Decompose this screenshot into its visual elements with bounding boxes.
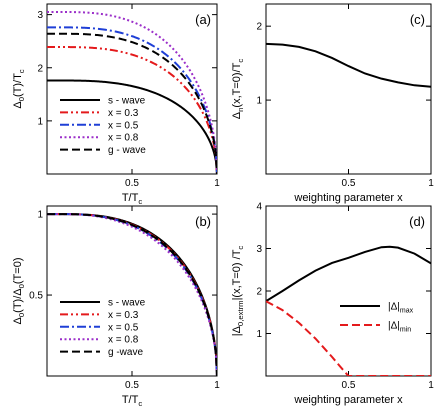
series-line-1 xyxy=(47,79,217,174)
y-tick-label: 1 xyxy=(37,210,43,221)
plot-frame xyxy=(265,3,432,175)
x-tick-label: 1 xyxy=(428,178,434,189)
legend-label: x = 0.5 xyxy=(108,322,139,333)
panel-label: (b) xyxy=(195,214,211,229)
ticks: 0.5 1 1 2 3 4 xyxy=(256,202,434,392)
y-tick-label: 2 xyxy=(256,287,262,298)
y-axis-label: Δn(x,T=0)/Tc xyxy=(231,59,245,120)
legend-label: s - wave xyxy=(108,298,146,309)
series-line-5 xyxy=(47,213,217,376)
series-line-2 xyxy=(47,46,217,174)
x-axis-label: weighting parameter x xyxy=(293,394,403,406)
x-axis-label: T/Tc xyxy=(122,394,143,408)
series-group xyxy=(47,10,217,174)
series-line-1 xyxy=(266,42,431,88)
legend-label: |Δ|min xyxy=(388,321,411,334)
legend-label: s - wave xyxy=(108,96,146,107)
series-line-4 xyxy=(47,213,217,376)
legend-label: g - wave xyxy=(108,145,146,156)
y-tick-label: 1 xyxy=(256,96,262,107)
x-axis-label: weighting parameter x xyxy=(293,192,403,204)
y-tick-label: 3 xyxy=(37,10,43,21)
series-line-1 xyxy=(266,245,431,303)
x-tick-label: 0.5 xyxy=(342,178,356,189)
panel-label: (d) xyxy=(409,214,425,229)
ticks: 0.5 1 1 2 xyxy=(256,4,434,189)
ticks: 0.5 1 1 2 3 xyxy=(37,4,220,189)
series-group xyxy=(266,42,431,88)
series-line-5 xyxy=(47,32,217,174)
legend-label: |Δ|max xyxy=(388,302,414,315)
y-tick-label: 2 xyxy=(37,63,43,74)
legend-label: g -wave xyxy=(108,347,143,358)
legend-label: x = 0.8 xyxy=(108,133,139,144)
y-axis-label: Δ0(T)/Δ0(T=0) xyxy=(12,258,26,325)
y-tick-label: 2 xyxy=(256,22,262,33)
x-tick-label: 1 xyxy=(428,380,434,391)
x-tick-label: 0.5 xyxy=(125,178,139,189)
plot-frame xyxy=(265,205,432,377)
y-tick-label: 1 xyxy=(256,329,262,340)
series-group xyxy=(47,213,217,376)
legend: |Δ|max |Δ|min xyxy=(340,302,414,334)
legend-label: x = 0.3 xyxy=(108,108,139,119)
y-tick-label: 4 xyxy=(256,202,262,213)
panel-d: 0.5 1 1 2 3 4 weighting parameter x |Δ0,extrm|(… xyxy=(231,202,434,407)
y-tick-label: 3 xyxy=(256,244,262,255)
x-tick-label: 0.5 xyxy=(125,380,139,391)
x-tick-label: 1 xyxy=(214,380,220,391)
series-group xyxy=(266,245,431,376)
panel-c: 0.5 1 1 2 weighting parameter x Δn(x,T=0)/Tc (… xyxy=(231,3,434,204)
y-tick-label: 1 xyxy=(37,116,43,127)
legend-label: x = 0.5 xyxy=(108,120,139,131)
panel-label: (a) xyxy=(195,12,211,27)
legend-label: x = 0.8 xyxy=(108,335,139,346)
legend-label: x = 0.3 xyxy=(108,310,139,321)
x-axis-label: T/Tc xyxy=(122,192,143,206)
y-axis-label: |Δ0,extrm|(x,T=0) /Tc xyxy=(231,246,245,337)
y-tick-label: 0.5 xyxy=(29,291,43,302)
y-axis-label: Δ0(T)/Tc xyxy=(12,69,26,108)
x-tick-label: 0.5 xyxy=(342,380,356,391)
series-line-3 xyxy=(47,26,217,174)
panel-label: (c) xyxy=(410,12,425,27)
x-tick-label: 1 xyxy=(214,178,220,189)
series-line-2 xyxy=(266,300,431,376)
series-line-4 xyxy=(47,10,217,174)
